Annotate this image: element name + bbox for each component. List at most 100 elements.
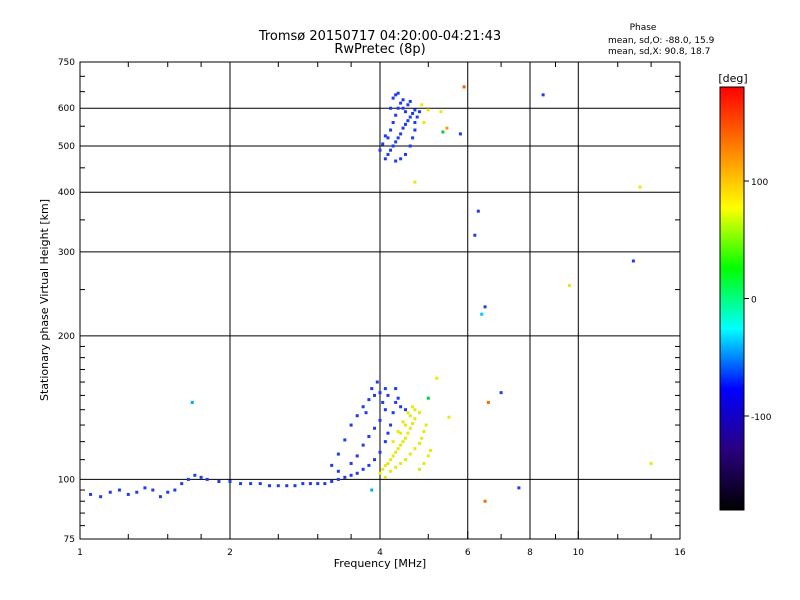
- data-point-x: [424, 423, 428, 427]
- data-point-o: [383, 440, 387, 444]
- data-point-o: [336, 452, 340, 456]
- data-point-o: [391, 144, 395, 148]
- data-point-x: [394, 450, 398, 454]
- data-point-x: [422, 461, 426, 465]
- y-tick-label: 750: [58, 58, 75, 68]
- data-point-o: [370, 387, 374, 391]
- data-point-o: [383, 387, 387, 391]
- x-tick-label: 1: [77, 548, 83, 558]
- phase-stats-x: mean, sd,X: 90.8, 18.7: [608, 47, 710, 57]
- data-point-o: [381, 400, 385, 404]
- grid-lines: [80, 62, 680, 539]
- data-point-x: [413, 417, 417, 421]
- data-point-o: [411, 136, 415, 140]
- outlier-point: [426, 396, 430, 400]
- data-point-o: [389, 128, 393, 132]
- data-point-x: [389, 469, 393, 473]
- data-point-o: [499, 391, 503, 395]
- data-point-o: [383, 134, 387, 138]
- data-point-o: [386, 431, 390, 435]
- data-point-o: [99, 495, 103, 499]
- data-point-o: [389, 106, 393, 110]
- data-point-o: [394, 113, 398, 117]
- data-point-o: [217, 479, 221, 483]
- data-point-o: [186, 477, 190, 481]
- data-point-o: [394, 387, 398, 391]
- data-point-o: [391, 121, 395, 125]
- data-point-x: [391, 454, 395, 458]
- data-point-x: [399, 431, 403, 435]
- data-point-o: [361, 405, 365, 409]
- y-tick-label: 400: [58, 188, 75, 198]
- data-point-o: [406, 103, 410, 107]
- data-point-x: [401, 440, 405, 444]
- data-point-o: [403, 122, 407, 126]
- data-point-o: [408, 144, 412, 148]
- data-point-o: [364, 411, 368, 415]
- data-point-x: [406, 411, 410, 415]
- data-point-o: [476, 209, 480, 213]
- data-point-o: [403, 110, 407, 114]
- data-point-x: [413, 447, 417, 451]
- data-point-o: [343, 475, 347, 479]
- data-point-x: [422, 430, 426, 434]
- data-point-x: [401, 420, 405, 424]
- data-point-o: [308, 482, 312, 486]
- data-point-x: [411, 405, 415, 409]
- data-point-o: [417, 110, 421, 114]
- chart-title: Tromsø 20150717 04:20:00-04:21:43: [258, 29, 501, 44]
- data-point-x: [426, 108, 430, 112]
- data-point-o: [367, 398, 371, 402]
- data-point-o: [396, 106, 400, 110]
- data-point-x: [396, 430, 400, 434]
- data-point-o: [383, 408, 387, 412]
- data-point-o: [413, 128, 417, 132]
- data-point-x: [439, 110, 443, 114]
- data-point-o: [361, 443, 365, 447]
- y-tick-label: 200: [58, 332, 75, 342]
- data-point-o: [355, 414, 359, 418]
- colorbar-tick-label: -100: [751, 413, 772, 423]
- outlier-point: [480, 312, 484, 316]
- data-point-x: [403, 458, 407, 462]
- data-point-o: [135, 490, 139, 494]
- data-point-o: [394, 93, 398, 97]
- data-point-o: [383, 157, 387, 161]
- data-point-o: [258, 482, 262, 486]
- data-point-o: [249, 482, 253, 486]
- x-tick-label: 4: [377, 548, 383, 558]
- data-point-o: [143, 486, 147, 490]
- data-point-o: [361, 467, 365, 471]
- data-point-o: [541, 93, 545, 97]
- data-point-o: [413, 121, 417, 125]
- data-point-o: [408, 115, 412, 119]
- data-point-x: [413, 180, 417, 184]
- data-point-x: [406, 431, 410, 435]
- data-point-o: [239, 482, 243, 486]
- data-point-o: [373, 393, 377, 397]
- data-point-x: [403, 436, 407, 440]
- outlier-point: [483, 499, 487, 503]
- data-point-o: [378, 148, 382, 152]
- data-point-x: [422, 121, 426, 125]
- data-point-o: [323, 482, 327, 486]
- data-point-o: [367, 435, 371, 439]
- data-point-o: [343, 438, 347, 442]
- data-point-x: [420, 103, 424, 107]
- data-point-o: [193, 473, 197, 477]
- data-point-o: [378, 450, 382, 454]
- data-point-x: [649, 461, 653, 465]
- data-point-o: [285, 484, 289, 488]
- data-point-x: [396, 447, 400, 451]
- data-point-o: [158, 495, 162, 499]
- data-point-x: [389, 458, 393, 462]
- outlier-point: [486, 400, 490, 404]
- data-point-x: [391, 440, 395, 444]
- data-point-o: [373, 426, 377, 430]
- data-point-o: [180, 482, 184, 486]
- data-point-o: [386, 136, 390, 140]
- data-point-o: [316, 482, 320, 486]
- outlier-point: [445, 126, 449, 130]
- outlier-point: [462, 85, 466, 89]
- data-point-x: [417, 467, 421, 471]
